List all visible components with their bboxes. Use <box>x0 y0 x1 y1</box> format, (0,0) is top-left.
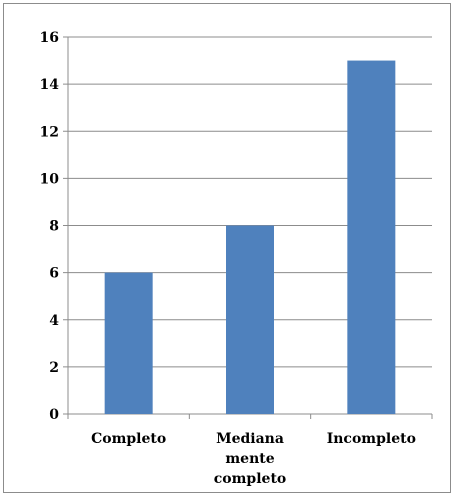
x-category-label-line: mente <box>225 451 274 467</box>
bar <box>104 272 153 414</box>
bar <box>347 60 396 414</box>
y-tick-label: 0 <box>49 407 59 423</box>
y-tick-label: 12 <box>40 124 59 140</box>
x-category-label-line: Incompleto <box>327 431 416 447</box>
y-tick-label: 6 <box>49 266 59 282</box>
y-tick-label: 8 <box>49 219 59 235</box>
y-tick-label: 10 <box>40 171 60 187</box>
y-tick-label: 2 <box>49 360 59 376</box>
y-tick-label: 4 <box>49 313 59 329</box>
x-category-label-line: completo <box>214 471 287 487</box>
x-category-label: Completo <box>91 431 166 447</box>
bar <box>226 225 274 414</box>
x-category-label: Incompleto <box>327 431 416 447</box>
y-tick-label: 16 <box>40 30 59 46</box>
x-category-label: Mediana mente completo <box>214 431 287 487</box>
x-category-label-line: Completo <box>91 431 166 447</box>
y-tick-label: 14 <box>40 77 60 93</box>
x-category-label-line: Mediana <box>216 431 284 447</box>
